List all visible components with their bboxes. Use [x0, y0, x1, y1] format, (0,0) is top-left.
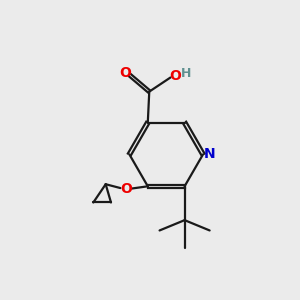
- Text: N: N: [204, 147, 215, 161]
- Text: O: O: [169, 69, 181, 83]
- Text: O: O: [120, 182, 132, 196]
- Text: H: H: [181, 67, 191, 80]
- Text: O: O: [119, 66, 131, 80]
